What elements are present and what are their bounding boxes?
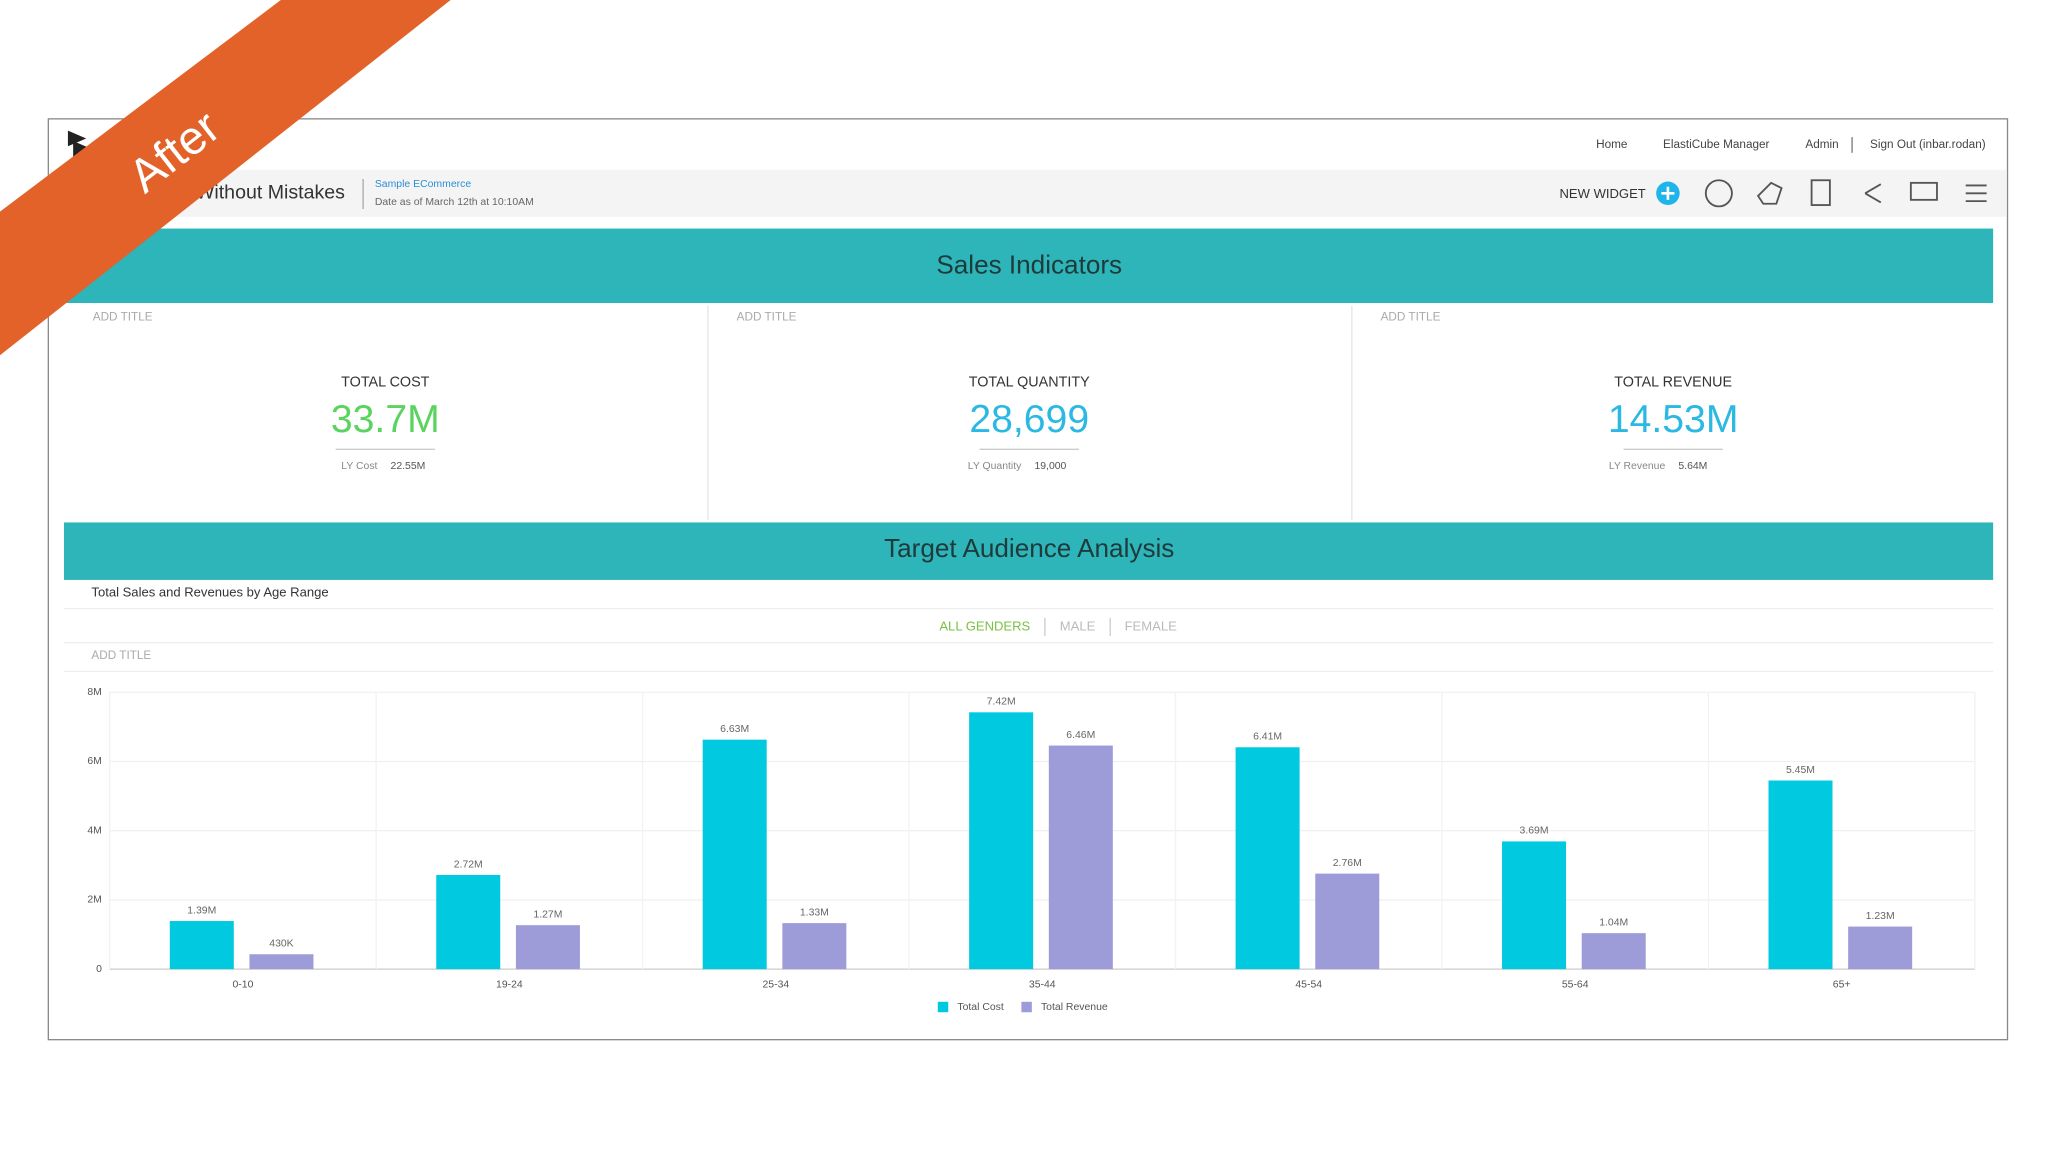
filter-tab[interactable]: MALE <box>1060 618 1096 633</box>
value-label: 430K <box>269 939 293 950</box>
section-header <box>64 228 1994 304</box>
nav-link[interactable]: Admin <box>1805 138 1838 151</box>
new-widget[interactable]: NEW WIDGET <box>1560 186 1646 201</box>
filter-tab[interactable]: FEMALE <box>1125 618 1177 633</box>
add-title[interactable]: ADD TITLE <box>91 649 151 662</box>
kpi-value: 14.53M <box>1608 398 1739 441</box>
filter-icon[interactable] <box>1756 181 1783 205</box>
y-tick-label: 6M <box>87 756 102 767</box>
y-tick-label: 2M <box>87 895 102 906</box>
widget-title: Total Sales and Revenues by Age Range <box>91 584 328 599</box>
y-tick-label: 0 <box>96 964 102 975</box>
bar <box>1235 747 1300 970</box>
ly-label: LY Revenue <box>1609 461 1666 472</box>
value-label: 2.72M <box>454 859 483 870</box>
x-tick-label: 25-34 <box>762 980 789 991</box>
kpi-label: TOTAL QUANTITY <box>969 374 1090 390</box>
value-label: 6.63M <box>720 724 749 735</box>
ly-value: 19,000 <box>1034 461 1066 472</box>
bar <box>1768 780 1833 970</box>
add-title[interactable]: ADD TITLE <box>737 310 797 323</box>
plus-icon <box>1661 186 1675 200</box>
value-label: 1.39M <box>187 905 216 916</box>
value-label: 5.45M <box>1786 765 1815 776</box>
value-label: 1.04M <box>1599 917 1628 928</box>
legend-label: Total Cost <box>957 1002 1004 1013</box>
bar <box>436 874 501 970</box>
kpi-label: TOTAL REVENUE <box>1614 374 1732 390</box>
bar <box>1502 841 1567 970</box>
source-link[interactable]: Sample ECommerce <box>375 179 471 190</box>
dashboard-title: Without Mistakes <box>196 181 345 203</box>
value-label: 1.27M <box>533 910 562 921</box>
share-icon[interactable] <box>1864 183 1882 204</box>
bar <box>1581 933 1646 970</box>
nav-link[interactable]: Home <box>1596 138 1628 151</box>
ly-value: 5.64M <box>1678 461 1707 472</box>
bar <box>249 954 314 970</box>
y-tick-label: 8M <box>87 687 102 698</box>
ly-label: LY Cost <box>341 461 377 472</box>
x-tick-label: 55-64 <box>1562 980 1589 991</box>
value-label: 6.46M <box>1066 730 1095 741</box>
value-label: 1.23M <box>1866 911 1895 922</box>
legend-label: Total Revenue <box>1041 1002 1108 1013</box>
menu-icon[interactable] <box>1965 184 1987 203</box>
bar <box>1848 926 1913 970</box>
export-icon[interactable] <box>1810 179 1831 206</box>
x-tick-label: 65+ <box>1833 980 1851 991</box>
bar <box>169 921 234 970</box>
legend-swatch <box>937 1001 949 1013</box>
kpi-label: TOTAL COST <box>341 374 430 390</box>
date-text: Date as of March 12th at 10:10AM <box>375 197 534 208</box>
value-label: 7.42M <box>987 697 1016 708</box>
x-tick-label: 35-44 <box>1029 980 1056 991</box>
value-label: 1.33M <box>800 907 829 918</box>
nav-link[interactable]: Sign Out (inbar.rodan) <box>1870 138 1986 151</box>
kpi-value: 33.7M <box>331 398 440 441</box>
value-label: 6.41M <box>1253 732 1282 743</box>
bar <box>782 923 847 970</box>
nav-link[interactable]: ElastiCube Manager <box>1663 138 1770 151</box>
bar <box>969 712 1034 970</box>
add-title[interactable]: ADD TITLE <box>93 310 153 323</box>
bar <box>1315 873 1380 970</box>
bar <box>1048 745 1113 970</box>
present-icon[interactable] <box>1909 181 1938 201</box>
ly-value: 22.55M <box>391 461 426 472</box>
x-tick-label: 45-54 <box>1295 980 1322 991</box>
toolbar <box>49 169 2007 217</box>
x-tick-label: 19-24 <box>496 980 523 991</box>
value-label: 2.76M <box>1333 858 1362 869</box>
section-title: Target Audience Analysis <box>884 533 1174 563</box>
add-title[interactable]: ADD TITLE <box>1381 310 1441 323</box>
kpi-value: 28,699 <box>969 398 1089 441</box>
filter-tab[interactable]: ALL GENDERS <box>939 618 1030 633</box>
x-tick-label: 0-10 <box>232 980 253 991</box>
bar <box>702 739 767 970</box>
text-icon[interactable] <box>1704 179 1733 208</box>
y-tick-label: 4M <box>87 825 102 836</box>
banner <box>0 0 451 356</box>
bar <box>515 925 580 970</box>
ly-label: LY Quantity <box>968 461 1022 472</box>
section-title: Sales Indicators <box>936 249 1122 279</box>
section-header <box>64 522 1994 580</box>
legend-swatch <box>1021 1001 1032 1013</box>
value-label: 3.69M <box>1520 826 1549 837</box>
